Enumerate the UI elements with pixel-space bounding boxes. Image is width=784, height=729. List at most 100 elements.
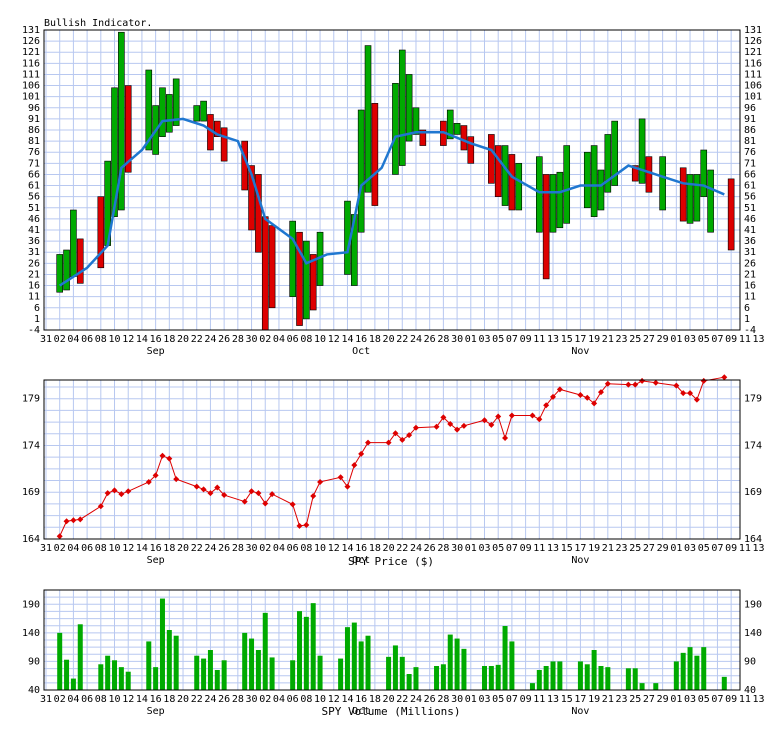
x-tick: 16	[150, 543, 162, 554]
price-point	[577, 391, 584, 398]
plot-frame	[43, 29, 741, 331]
x-tick: 13	[753, 543, 765, 554]
x-tick: 30	[246, 334, 258, 345]
price-point	[207, 490, 214, 497]
x-tick: 08	[95, 334, 107, 345]
indicator-bar	[686, 174, 694, 224]
x-tick: 28	[437, 694, 449, 705]
price-point	[193, 483, 200, 490]
x-tick: 26	[218, 694, 230, 705]
y-tick-left: 40	[28, 685, 40, 696]
y-tick-right: 116	[744, 58, 762, 69]
price-point	[358, 450, 365, 457]
x-tick: 06	[287, 334, 299, 345]
y-tick-left: 46	[28, 214, 40, 225]
volume-bar	[454, 638, 460, 690]
y-tick-left: 169	[22, 487, 40, 498]
x-tick: 24	[410, 334, 422, 345]
volume-bar	[550, 661, 556, 690]
price-point	[111, 487, 118, 494]
x-tick: 27	[643, 694, 655, 705]
volume-bar	[159, 598, 165, 690]
y-tick-left: 16	[28, 281, 40, 292]
price-point	[550, 393, 557, 400]
price-point	[556, 386, 563, 393]
x-tick: 01	[670, 334, 682, 345]
price-point	[385, 439, 392, 446]
indicator-bar	[638, 118, 646, 184]
y-tick-left: 66	[28, 169, 40, 180]
indicator-bar	[419, 129, 427, 146]
y-tick-right: 81	[744, 136, 756, 147]
x-tick: 22	[396, 543, 408, 554]
x-tick: 01	[465, 543, 477, 554]
volume-bar	[105, 655, 111, 690]
volume-bar	[118, 667, 124, 690]
x-tick: 25	[629, 334, 641, 345]
price-point	[104, 490, 111, 497]
x-tick: 10	[314, 694, 326, 705]
x-tick: 13	[753, 334, 765, 345]
volume-bar	[701, 647, 707, 690]
volume-bar	[146, 641, 152, 690]
price-point	[454, 426, 461, 433]
x-tick: 04	[67, 334, 79, 345]
volume-bar	[262, 612, 268, 690]
x-tick: 05	[492, 694, 504, 705]
month-label: Oct	[352, 346, 370, 357]
indicator-bar	[268, 225, 276, 309]
indicator-bar	[364, 45, 372, 193]
price-point	[693, 396, 700, 403]
x-tick: 04	[273, 334, 285, 345]
price-point	[536, 416, 543, 423]
y-tick-right: -4	[744, 325, 756, 336]
month-label: Sep	[147, 555, 165, 566]
month-label: Nov	[571, 346, 589, 357]
x-tick: 14	[341, 543, 353, 554]
indicator-bar	[398, 49, 406, 166]
indicator-bar	[248, 165, 255, 231]
price-point	[508, 412, 515, 419]
price-point	[63, 518, 70, 525]
y-tick-left: 106	[22, 81, 40, 92]
y-tick-right: 46	[744, 214, 756, 225]
x-tick: 10	[108, 694, 120, 705]
x-tick: 15	[561, 334, 573, 345]
y-tick-right: 31	[744, 247, 756, 258]
volume-bar	[625, 668, 631, 690]
month-label: Oct	[352, 555, 370, 566]
x-tick: 16	[150, 694, 162, 705]
x-tick: 05	[698, 334, 710, 345]
volume-bar	[392, 645, 398, 690]
x-tick: 07	[506, 694, 518, 705]
indicator-bar	[597, 169, 605, 211]
x-tick: 31	[40, 334, 52, 345]
indicator-bar	[76, 238, 84, 284]
volume-bar	[358, 641, 364, 690]
volume-bar	[598, 666, 604, 690]
x-tick: 13	[753, 694, 765, 705]
x-tick: 24	[410, 543, 422, 554]
price-point	[584, 394, 591, 401]
price-point	[365, 439, 372, 446]
price-point	[159, 452, 166, 459]
y-tick-right: 90	[744, 656, 756, 667]
indicator-bar	[145, 69, 153, 151]
price-point	[152, 472, 159, 479]
indicator-bar	[289, 220, 296, 297]
x-tick: 24	[410, 694, 422, 705]
x-tick: 16	[355, 694, 367, 705]
plot-frame	[43, 379, 741, 540]
price-point	[406, 432, 413, 439]
price-point	[289, 501, 296, 508]
x-tick: 14	[136, 334, 148, 345]
x-tick: 23	[616, 543, 628, 554]
volume-bar	[125, 671, 131, 690]
x-tick: 11	[533, 334, 545, 345]
price-point	[433, 423, 440, 430]
x-tick: 12	[328, 694, 340, 705]
x-tick: 01	[670, 694, 682, 705]
indicator-bar	[542, 174, 550, 280]
indicator-bar	[467, 136, 475, 164]
indicator-bar	[727, 178, 735, 251]
